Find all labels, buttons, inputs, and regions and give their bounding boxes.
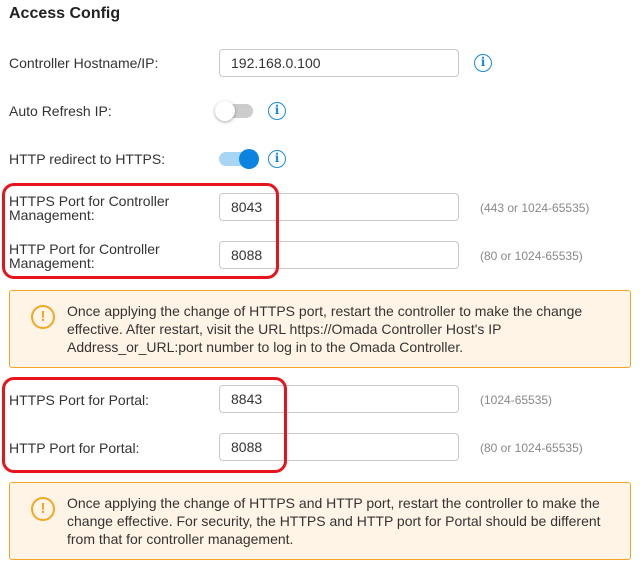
mgmt-port-alert: ! Once applying the change of HTTPS port…	[9, 290, 631, 368]
https-portal-hint: (1024-65535)	[480, 393, 553, 407]
http-portal-hint: (80 or 1024-65535)	[480, 441, 583, 455]
http-portal-label: HTTP Port for Portal:	[9, 440, 140, 456]
warning-icon: !	[31, 497, 55, 521]
hostname-label: Controller Hostname/IP:	[9, 55, 159, 71]
redirect-toggle[interactable]	[219, 149, 259, 169]
info-icon[interactable]: i	[268, 102, 286, 120]
https-mgmt-label: HTTPS Port for Controller Management:	[9, 193, 170, 223]
highlight-box	[2, 377, 287, 473]
hostname-input[interactable]	[219, 49, 459, 77]
redirect-label: HTTP redirect to HTTPS:	[9, 151, 166, 167]
https-mgmt-port-input[interactable]	[219, 193, 459, 221]
alert-text: Once applying the change of HTTPS and HT…	[67, 495, 601, 547]
warning-icon: !	[31, 305, 55, 329]
highlight-box	[2, 183, 279, 279]
http-portal-port-input[interactable]	[219, 433, 459, 461]
section-title: Access Config	[9, 5, 121, 22]
info-icon[interactable]: i	[268, 150, 286, 168]
http-mgmt-hint: (80 or 1024-65535)	[480, 249, 583, 263]
https-mgmt-hint: (443 or 1024-65535)	[480, 201, 590, 215]
info-icon[interactable]: i	[474, 54, 492, 72]
https-portal-port-input[interactable]	[219, 385, 459, 413]
portal-port-alert: ! Once applying the change of HTTPS and …	[9, 482, 631, 560]
http-mgmt-label: HTTP Port for Controller Management:	[9, 241, 160, 271]
alert-text: Once applying the change of HTTPS port, …	[67, 303, 583, 355]
auto-refresh-toggle[interactable]	[215, 101, 253, 121]
https-portal-label: HTTPS Port for Portal:	[9, 392, 150, 408]
auto-refresh-label: Auto Refresh IP:	[9, 103, 112, 119]
http-mgmt-port-input[interactable]	[219, 241, 459, 269]
